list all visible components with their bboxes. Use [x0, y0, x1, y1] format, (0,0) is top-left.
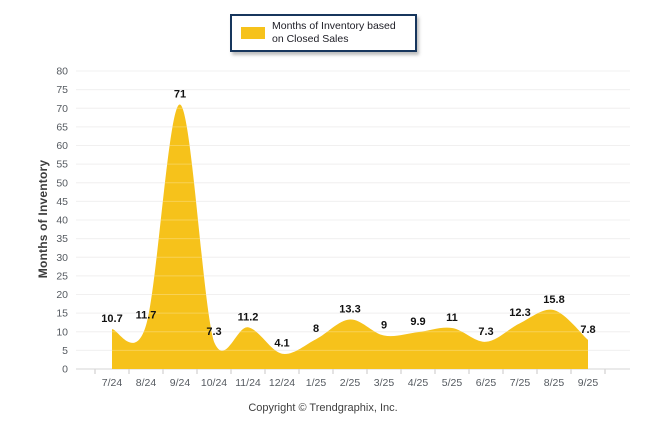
x-tick-label: 6/25: [476, 377, 497, 389]
y-tick-label: 70: [56, 103, 68, 115]
y-tick-label: 80: [56, 66, 68, 78]
data-label: 12.3: [509, 307, 530, 319]
y-tick-label: 15: [56, 308, 68, 320]
y-tick-label: 45: [56, 196, 68, 208]
area-series: [112, 104, 588, 369]
data-label: 13.3: [339, 304, 360, 316]
y-tick-label: 65: [56, 121, 68, 133]
data-label: 11: [446, 312, 458, 324]
x-tick-label: 8/25: [544, 377, 565, 389]
y-tick-label: 50: [56, 177, 68, 189]
area-chart: 0 5 10 15 20 25 30 35 40 45 50 55 60 65 70 75 80 7/24 8/24…: [56, 66, 630, 389]
y-tick-label: 75: [56, 84, 68, 96]
data-label: 7.3: [206, 326, 221, 338]
legend-label-line1: Months of Inventory based: [272, 20, 396, 32]
y-tick-label: 25: [56, 270, 68, 282]
y-tick-label: 60: [56, 140, 68, 152]
x-tick-label: 4/25: [408, 377, 429, 389]
y-tick-label: 10: [56, 326, 68, 338]
data-label: 15.8: [543, 294, 564, 306]
data-label: 71: [174, 89, 186, 101]
data-label: 10.7: [101, 313, 122, 325]
y-tick-label: 0: [62, 364, 68, 376]
y-tick-label: 20: [56, 289, 68, 301]
y-tick-label: 55: [56, 159, 68, 171]
data-label: 8: [313, 323, 319, 335]
y-tick-label: 35: [56, 233, 68, 245]
data-label: 4.1: [274, 338, 289, 350]
x-tick-label: 10/24: [201, 377, 227, 389]
data-label: 7.8: [580, 324, 595, 336]
y-axis-title: Months of Inventory: [36, 159, 50, 279]
x-tick-label: 9/25: [578, 377, 599, 389]
legend-label: Months of Inventory based on Closed Sale…: [272, 20, 396, 46]
x-tick-label: 8/24: [136, 377, 157, 389]
y-tick-label: 5: [62, 345, 68, 357]
x-tick-label: 3/25: [374, 377, 395, 389]
x-tick-label: 5/25: [442, 377, 463, 389]
legend-swatch-icon: [241, 27, 265, 39]
legend-label-line2: on Closed Sales: [272, 33, 349, 45]
data-label: 9: [381, 320, 387, 332]
x-tick-label: 12/24: [269, 377, 295, 389]
y-tick-label: 40: [56, 215, 68, 227]
x-tick-label: 2/25: [340, 377, 361, 389]
data-label: 11.2: [238, 311, 259, 323]
copyright-text: Copyright © Trendgraphix, Inc.: [248, 402, 398, 414]
x-tick-label: 11/24: [235, 377, 261, 389]
y-tick-label: 30: [56, 252, 68, 264]
data-label: 7.3: [478, 326, 493, 338]
data-label: 9.9: [410, 316, 425, 328]
x-tick-label: 9/24: [170, 377, 191, 389]
x-tick-label: 7/24: [102, 377, 123, 389]
x-tick-label: 1/25: [306, 377, 327, 389]
x-tick-label: 7/25: [510, 377, 531, 389]
data-label: 11.7: [136, 309, 157, 321]
legend: Months of Inventory based on Closed Sale…: [230, 14, 417, 52]
